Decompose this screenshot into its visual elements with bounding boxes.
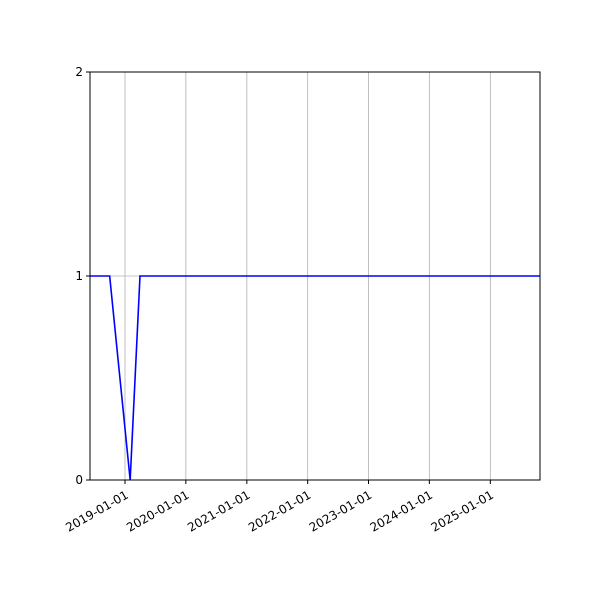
x-tick-label: 2021-01-01: [185, 488, 252, 535]
x-axis: 2019-01-012020-01-012021-01-012022-01-01…: [63, 480, 496, 535]
y-tick-label: 0: [75, 473, 83, 487]
y-axis: 0 1 2: [75, 65, 90, 487]
x-tick-label: 2025-01-01: [429, 488, 496, 535]
x-tick-label: 2022-01-01: [246, 488, 313, 535]
x-tick-label: 2019-01-01: [63, 488, 130, 535]
y-tick-label: 2: [75, 65, 83, 79]
series-line: [90, 275, 540, 481]
x-tick-label: 2024-01-01: [368, 488, 435, 535]
y-tick-label: 1: [75, 269, 83, 283]
x-tick-label: 2020-01-01: [124, 488, 191, 535]
series-layer: [90, 275, 540, 481]
x-tick-label: 2023-01-01: [307, 488, 374, 535]
